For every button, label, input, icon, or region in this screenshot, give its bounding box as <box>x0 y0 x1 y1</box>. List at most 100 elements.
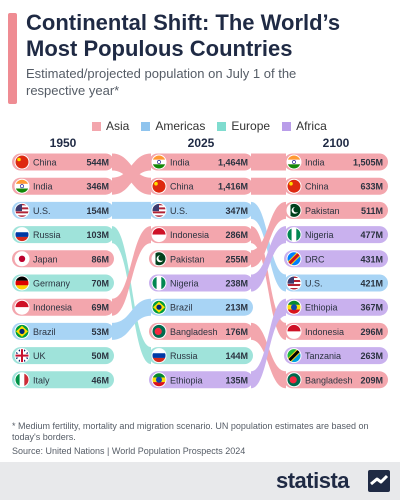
bar-2100-u-s-shape <box>284 274 388 292</box>
bar-2100-china: China 633M <box>284 177 388 195</box>
bar-2025-russia: Russia 144M <box>149 347 253 365</box>
bar-1950-germany-value-label: 70M <box>91 279 109 289</box>
bar-2100-drc: DRC 431M <box>284 250 388 268</box>
bar-2025-indonesia: Indonesia 286M <box>149 226 253 244</box>
bar-2100-china-value-label: 633M <box>360 182 383 192</box>
bar-1950-indonesia-shape <box>12 298 114 316</box>
bar-2100-tanzania-country-label: Tanzania <box>305 351 341 361</box>
legend-swatch-americas <box>141 121 151 131</box>
statista-logo-text: statista <box>276 468 350 493</box>
bar-2025-pakistan-value-label: 255M <box>225 254 248 264</box>
bar-2100-india: India 1,505M <box>284 153 388 171</box>
source-note: Source: United Nations | World Populatio… <box>12 446 246 456</box>
bar-2100-pakistan-value-label: 511M <box>361 206 383 216</box>
bar-1950-india-value-label: 346M <box>86 182 109 192</box>
connector-nigeria-2025-2100 <box>251 226 286 292</box>
flag-us-icon <box>151 202 167 218</box>
bar-2025-india-shape <box>149 153 253 171</box>
legend-label-asia: Asia <box>106 119 130 133</box>
legend-swatch-europe <box>217 121 227 131</box>
legend-label-americas: Americas <box>155 119 206 133</box>
bar-1950-germany-country-label: Germany <box>33 279 71 289</box>
bar-1950-u-s-country-label: U.S. <box>33 206 51 216</box>
bar-2100-drc-country-label: DRC <box>305 254 325 264</box>
statista-logo-icon <box>368 470 390 492</box>
bar-2025-nigeria: Nigeria 238M <box>149 274 253 292</box>
bar-2100-pakistan-shape <box>284 201 388 219</box>
bar-2025-brazil-shape <box>149 298 253 316</box>
bar-1950-india-country-label: India <box>33 182 53 192</box>
bar-2025-u-s: U.S. 347M <box>149 201 253 219</box>
legend-item-asia: Asia <box>92 119 129 133</box>
flag-us-icon <box>286 275 302 291</box>
bar-1950-japan-value-label: 86M <box>91 254 109 264</box>
bar-2025-indonesia-country-label: Indonesia <box>170 230 209 240</box>
bar-1950-japan-country-label: Japan <box>33 254 58 264</box>
bar-2025-u-s-country-label: U.S. <box>170 206 188 216</box>
bar-2025-china-country-label: China <box>170 182 194 192</box>
bar-2100-bangladesh-value-label: 209M <box>360 375 383 385</box>
bar-2100-india-country-label: India <box>305 158 325 168</box>
flag-russia-icon <box>14 227 30 243</box>
flag-bangladesh-icon <box>286 372 302 388</box>
bar-2025-bangladesh: Bangladesh 176M <box>149 322 253 340</box>
bar-1950-uk-shape <box>12 347 114 365</box>
chart-title: Continental Shift: The World’s Most Popu… <box>26 10 341 61</box>
footer-bar <box>0 462 400 500</box>
bar-1950-china: China 544M <box>12 153 114 171</box>
legend-label-africa: Africa <box>296 119 327 133</box>
bar-1950-russia-country-label: Russia <box>33 230 61 240</box>
legend-item-americas: Americas <box>141 119 205 133</box>
bar-2100-ethiopia-shape <box>284 298 388 316</box>
flag-brazil-icon <box>14 323 30 339</box>
flag-brazil-icon <box>151 299 167 315</box>
flag-india-icon <box>151 154 167 170</box>
bar-2025-ethiopia: Ethiopia 135M <box>149 371 253 389</box>
bar-2025-u-s-shape <box>149 201 253 219</box>
connector-indonesia-2025-2100 <box>251 226 286 340</box>
bar-2100-u-s-value-label: 421M <box>360 279 383 289</box>
bar-2025-china-shape <box>149 177 253 195</box>
legend-swatch-africa <box>282 121 292 131</box>
connector-ethiopia-2025-2100 <box>251 298 286 389</box>
bar-2100-bangladesh: Bangladesh 209M <box>284 371 388 389</box>
bar-2100-indonesia-country-label: Indonesia <box>305 327 344 337</box>
flag-india-icon <box>286 154 302 170</box>
bar-2025-bangladesh-value-label: 176M <box>225 327 248 337</box>
bar-1950-japan: Japan 86M <box>12 250 114 268</box>
bar-2100-bangladesh-country-label: Bangladesh <box>305 375 353 385</box>
connector-china-2025-2100 <box>251 177 286 195</box>
flag-china-icon <box>286 178 302 194</box>
bar-1950-brazil-value-label: 53M <box>91 327 109 337</box>
bar-2025-russia-shape <box>149 347 253 365</box>
year-header-1950: 1950 <box>50 136 77 150</box>
bar-2025-ethiopia-shape <box>149 371 253 389</box>
flag-indonesia-icon <box>14 299 30 315</box>
bar-1950-indonesia-value-label: 69M <box>91 303 109 313</box>
title-accent-bar <box>8 13 17 104</box>
bar-2100-tanzania: Tanzania 263M <box>284 347 388 365</box>
bar-2100-ethiopia: Ethiopia 367M <box>284 298 388 316</box>
connector-u-s-2025-2100 <box>251 201 286 292</box>
legend-swatch-asia <box>92 121 101 131</box>
connector-pakistan-2025-2100 <box>251 201 286 268</box>
bar-2100-nigeria-country-label: Nigeria <box>305 230 334 240</box>
connector-india-2025-2100 <box>251 153 286 171</box>
bar-2100-drc-shape <box>284 250 388 268</box>
legend-item-europe: Europe <box>217 119 270 133</box>
bar-1950-china-shape <box>12 153 114 171</box>
bar-2025-pakistan-shape <box>149 250 253 268</box>
bar-1950-u-s-shape <box>12 201 114 219</box>
bar-2100-nigeria: Nigeria 477M <box>284 226 388 244</box>
year-header-2100: 2100 <box>323 136 350 150</box>
bar-1950-india: India 346M <box>12 177 114 195</box>
bar-2025-pakistan-country-label: Pakistan <box>170 254 205 264</box>
connector-indonesia-1950-2025 <box>112 226 151 316</box>
bar-2100-ethiopia-value-label: 367M <box>360 303 383 313</box>
bar-2100-china-shape <box>284 177 388 195</box>
bump-chart: 1950 2025 2100 China 544M India 346M U.S. 154M Ru… <box>12 136 388 389</box>
bar-2100-ethiopia-country-label: Ethiopia <box>305 303 338 313</box>
flag-japan-icon <box>14 251 30 267</box>
bar-1950-brazil-country-label: Brazil <box>33 327 56 337</box>
flag-pakistan-icon <box>286 202 302 218</box>
